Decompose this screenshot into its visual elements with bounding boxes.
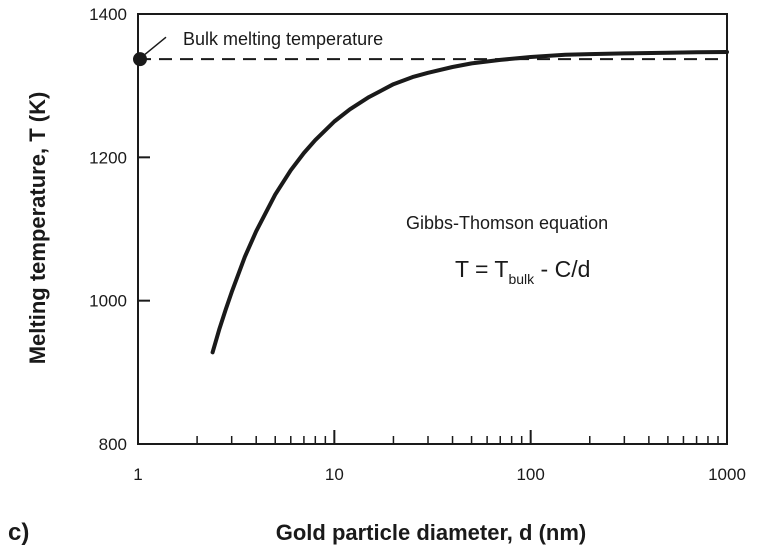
equation-subscript: bulk (508, 271, 535, 287)
x-tick-label: 1000 (708, 465, 746, 484)
x-axis-title: Gold particle diameter, d (nm) (276, 520, 587, 545)
equation-lhs: T = T (455, 256, 508, 282)
equation: T = Tbulk - C/d (455, 256, 590, 287)
equation-title: Gibbs-Thomson equation (406, 213, 608, 233)
plot-frame (137, 13, 728, 445)
x-tick-label: 100 (516, 465, 544, 484)
bulk-label-pointer (143, 36, 167, 56)
axis-ticks (138, 156, 719, 444)
y-tick-label: 1400 (89, 5, 127, 24)
bulk-temperature-point (133, 52, 147, 67)
x-tick-label: 10 (325, 465, 344, 484)
melting-curve-line (210, 50, 729, 355)
y-tick-label: 1200 (89, 148, 127, 167)
tick-labels: 1 10 100 1000 800 1000 1200 1400 (89, 5, 746, 484)
y-tick-label: 1000 (89, 292, 127, 311)
y-tick-label: 800 (99, 435, 127, 454)
panel-label: c) (8, 519, 29, 546)
bulk-melting-label: Bulk melting temperature (183, 29, 383, 49)
equation-rhs: - C/d (534, 256, 590, 282)
x-tick-label: 1 (133, 465, 142, 484)
y-axis-title: Melting temperature, T (K) (25, 92, 50, 365)
